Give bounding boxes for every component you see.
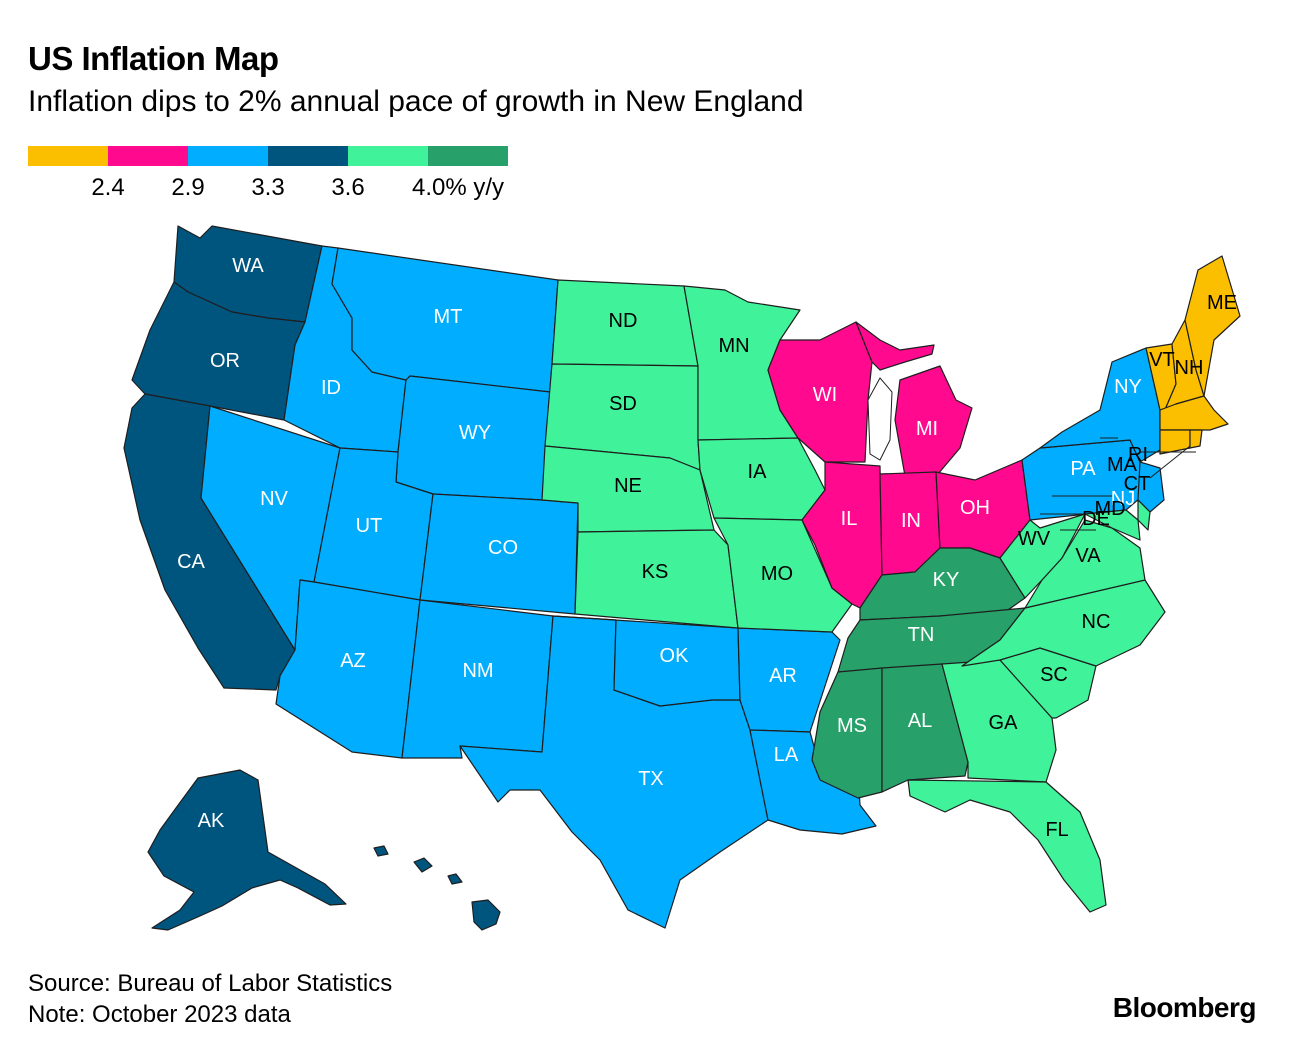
- state-FL: [907, 779, 1107, 913]
- label-leader-lines: [1040, 437, 1196, 531]
- state-label-MO: MO: [761, 563, 793, 585]
- great-lake-michigan: [867, 377, 893, 461]
- state-label-TX: TX: [638, 768, 664, 790]
- state-CT: [1159, 429, 1191, 455]
- state-label-KY: KY: [933, 569, 960, 591]
- state-label-OK: OK: [660, 645, 690, 667]
- chart-subtitle: Inflation dips to 2% annual pace of grow…: [28, 85, 804, 118]
- state-ME: [1184, 255, 1241, 397]
- state-label-NY: NY: [1114, 376, 1142, 398]
- state-label-WI: WI: [813, 384, 837, 406]
- legend-swatch-1: [28, 146, 108, 166]
- state-label-IL: IL: [841, 508, 858, 530]
- state-label-CT: CT: [1124, 473, 1151, 495]
- legend-tick-label: 2.9: [171, 174, 205, 201]
- state-label-NM: NM: [462, 660, 493, 682]
- chart-title: US Inflation Map: [28, 40, 279, 77]
- state-label-NE: NE: [614, 475, 642, 497]
- state-NJ: [1137, 461, 1165, 513]
- state-label-CO: CO: [488, 537, 518, 559]
- state-DE: [1137, 499, 1151, 531]
- state-label-WA: WA: [232, 255, 264, 277]
- legend-tick-label: 2.4: [91, 174, 125, 201]
- legend-tick-label: 4.0% y/y: [412, 174, 505, 201]
- legend: 2.4 2.9 3.3 3.6 4.0% y/y: [28, 146, 508, 206]
- state-label-NJ: NJ: [1111, 488, 1135, 510]
- legend-swatch-5: [348, 146, 428, 166]
- legend-tick-label: 3.3: [251, 174, 285, 201]
- state-label-MN: MN: [718, 335, 749, 357]
- state-RI: [1189, 429, 1203, 449]
- state-label-SC: SC: [1040, 664, 1068, 686]
- state-label-RI: RI: [1128, 444, 1148, 466]
- state-label-WY: WY: [459, 422, 491, 444]
- state-label-CA: CA: [177, 551, 205, 573]
- state-label-LA: LA: [774, 744, 799, 766]
- state-label-MI: MI: [916, 418, 938, 440]
- state-MI: [894, 365, 973, 477]
- legend-swatch-6: [428, 146, 508, 166]
- state-HI-3: [447, 873, 463, 885]
- legend-swatch-2: [108, 146, 188, 166]
- source-note: Source: Bureau of Labor Statistics: [28, 970, 393, 997]
- state-label-OR: OR: [210, 350, 240, 372]
- state-label-ID: ID: [321, 377, 341, 399]
- state-label-FL: FL: [1045, 819, 1068, 841]
- state-label-IN: IN: [901, 510, 921, 532]
- state-label-DE: DE: [1082, 508, 1110, 530]
- state-label-PA: PA: [1070, 458, 1096, 480]
- state-MD: [1084, 509, 1141, 541]
- state-label-TN: TN: [908, 624, 935, 646]
- state-WI: [767, 321, 873, 463]
- state-HI-4: [373, 845, 389, 857]
- bloomberg-logo: Bloomberg: [1112, 992, 1257, 1023]
- state-label-AZ: AZ: [340, 650, 366, 672]
- state-label-IA: IA: [748, 461, 768, 483]
- state-HI-2: [413, 857, 433, 873]
- state-label-MA: MA: [1107, 454, 1138, 476]
- state-HI-1: [471, 899, 501, 931]
- state-label-OH: OH: [960, 497, 990, 519]
- legend-tick-label: 3.6: [331, 174, 365, 201]
- state-MI-up: [855, 321, 935, 371]
- state-label-AK: AK: [198, 810, 225, 832]
- state-label-ME: ME: [1207, 292, 1237, 314]
- state-label-NC: NC: [1082, 611, 1111, 633]
- state-label-MD: MD: [1094, 498, 1125, 520]
- legend-swatch-3: [188, 146, 268, 166]
- state-MO: [713, 517, 853, 633]
- state-label-ND: ND: [609, 310, 638, 332]
- state-AK: [147, 769, 347, 931]
- state-label-MS: MS: [837, 715, 867, 737]
- state-NC: [961, 579, 1166, 667]
- state-label-MT: MT: [434, 306, 463, 328]
- legend-swatch-4: [268, 146, 348, 166]
- state-label-AR: AR: [769, 665, 797, 687]
- state-label-AL: AL: [908, 710, 932, 732]
- state-label-VT: VT: [1149, 349, 1175, 371]
- state-label-VA: VA: [1075, 545, 1101, 567]
- state-label-NH: NH: [1175, 357, 1204, 379]
- state-label-SD: SD: [609, 393, 637, 415]
- data-note: Note: October 2023 data: [28, 1001, 291, 1028]
- state-WV: [999, 513, 1086, 599]
- state-label-GA: GA: [989, 712, 1019, 734]
- state-label-KS: KS: [642, 561, 669, 583]
- state-label-NV: NV: [260, 488, 288, 510]
- state-label-WV: WV: [1018, 528, 1051, 550]
- state-label-UT: UT: [356, 515, 383, 537]
